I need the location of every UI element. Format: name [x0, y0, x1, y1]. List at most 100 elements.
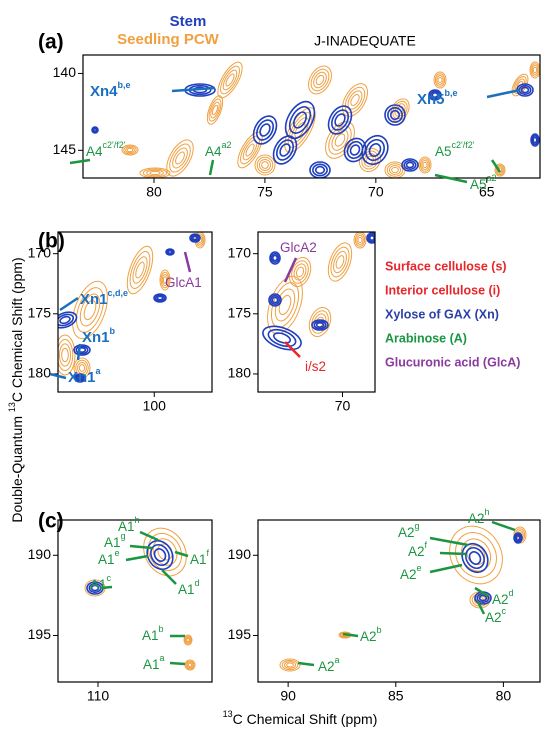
contour: [270, 252, 280, 264]
contour: [206, 95, 224, 125]
leader-line: [171, 86, 216, 93]
contour: [58, 334, 76, 376]
contour: [449, 525, 503, 585]
contour: [186, 637, 190, 643]
contour: [189, 233, 201, 243]
contour: [465, 546, 485, 570]
contour: [365, 138, 385, 162]
leader-line: [69, 158, 91, 165]
peak-label: Xn5b,e: [417, 88, 458, 108]
leader-line: [208, 159, 215, 176]
x-tick-label: 90: [280, 688, 296, 704]
peak-label-text: A4: [86, 144, 103, 159]
contour: [422, 161, 428, 169]
contour: [327, 105, 353, 135]
contour: [74, 373, 86, 383]
peak-label-text: A1: [118, 519, 135, 534]
contour: [90, 584, 100, 592]
peak-label-text: Xn5: [417, 91, 445, 108]
plot-frame: [257, 519, 541, 683]
contour: [273, 332, 291, 344]
peak-label: GlcA1: [165, 275, 202, 290]
contour: [331, 109, 349, 131]
peak-label-sup: a2: [222, 140, 232, 150]
contour: [162, 276, 168, 284]
contour: [386, 163, 404, 177]
peak-label-sup: g: [121, 531, 126, 541]
peak-label: A2e: [400, 563, 422, 581]
y-tick-label: 175: [228, 305, 252, 321]
x-tick-label: 75: [257, 184, 273, 200]
contour: [92, 127, 98, 133]
plot-frame: [257, 231, 376, 393]
contour: [314, 165, 326, 175]
contour: [308, 65, 332, 95]
contour: [75, 345, 89, 355]
contour: [58, 311, 78, 329]
leader-line: [283, 257, 298, 283]
contour: [187, 662, 193, 668]
peak-label-sup: e: [417, 563, 422, 573]
leader-line: [429, 563, 463, 574]
contour: [75, 374, 85, 382]
y-tick-label: 170: [228, 244, 252, 260]
contour: [147, 532, 183, 572]
contour: [166, 249, 174, 255]
leader-line: [59, 296, 79, 312]
contour: [286, 662, 294, 668]
y-tick-label: 170: [28, 244, 52, 260]
contour: [334, 133, 346, 147]
peak-label-text: A4: [205, 144, 222, 159]
peak-label-text: A5: [470, 177, 487, 192]
contour: [515, 535, 521, 541]
contour: [436, 75, 444, 85]
contour: [312, 163, 328, 177]
leader-line: [284, 341, 301, 358]
contour: [183, 634, 193, 646]
contour: [313, 71, 327, 89]
contour: [220, 65, 240, 95]
peak-label-text: GlcA1: [165, 275, 202, 290]
peak-label-sup: h: [485, 507, 490, 517]
peak-label-sup: b,e: [118, 80, 131, 90]
y-tick-label: 190: [28, 546, 52, 562]
contour: [172, 147, 188, 169]
peak-label-text: Xn1: [82, 329, 110, 346]
contour: [369, 235, 375, 241]
contour: [335, 255, 345, 269]
contour: [261, 161, 269, 169]
contour: [466, 544, 486, 566]
contour: [311, 319, 329, 331]
contour: [272, 254, 278, 262]
peak-label-text: Xn1: [68, 369, 96, 386]
plot-frame: [82, 54, 541, 179]
leader-line: [169, 661, 186, 666]
contour: [254, 154, 276, 176]
contour: [431, 92, 439, 98]
leader-line: [161, 569, 177, 585]
contour: [363, 153, 377, 167]
panel-label: (a): [38, 31, 64, 54]
contour: [403, 159, 417, 171]
contour: [185, 660, 195, 670]
peak-label: Xn1b: [82, 326, 116, 346]
contour: [159, 269, 171, 291]
peak-label-sup: a: [335, 655, 340, 665]
peak-label: A1a: [143, 653, 165, 671]
contours: [91, 61, 540, 178]
contour: [531, 65, 539, 75]
contour: [279, 143, 291, 157]
contour: [210, 101, 220, 119]
panel-label: (c): [38, 510, 64, 533]
peak-label-text: A2: [485, 610, 502, 625]
contour: [126, 147, 134, 153]
leader-line: [429, 536, 469, 547]
contour: [83, 299, 97, 321]
leader-line: [439, 551, 467, 556]
x-tick-label: 70: [368, 184, 384, 200]
contour: [269, 251, 281, 265]
plot-frame: [57, 519, 213, 683]
leader-line: [49, 372, 67, 380]
contour: [258, 158, 272, 172]
x-tick-label: 70: [335, 398, 351, 414]
